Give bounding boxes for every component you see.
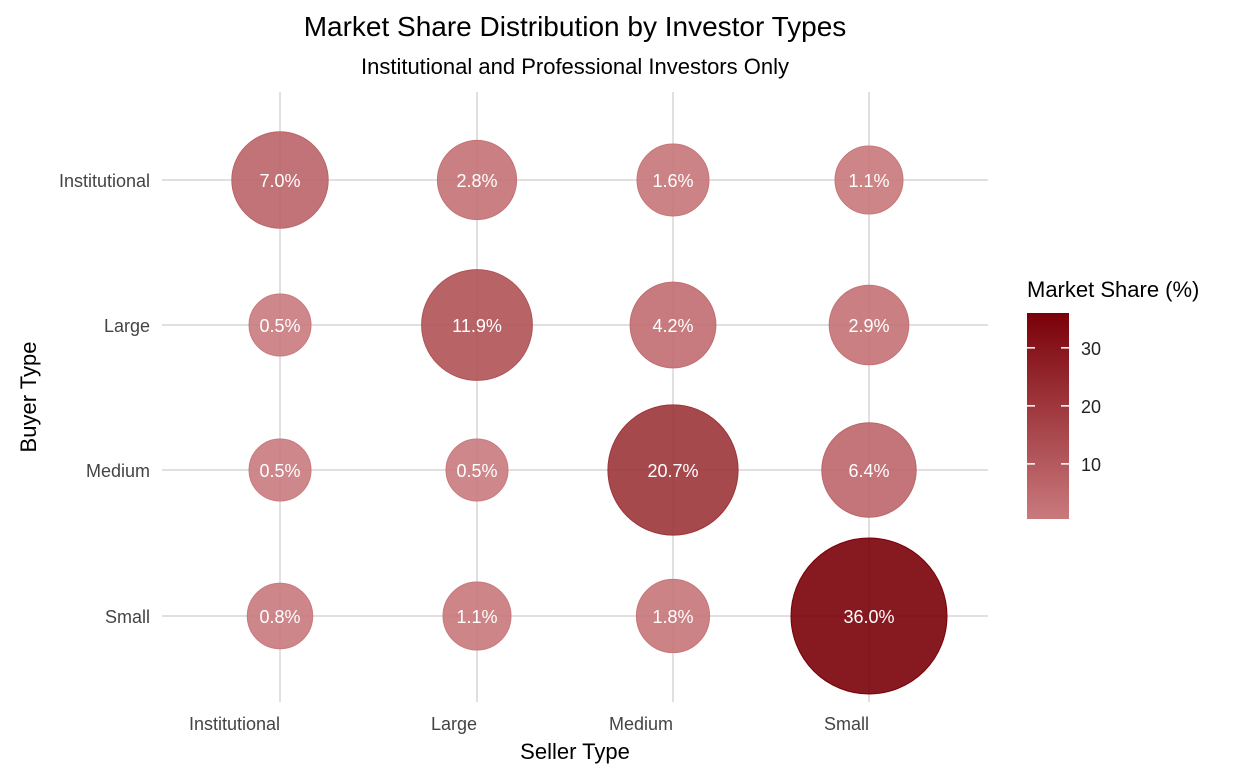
- chart-subtitle: Institutional and Professional Investors…: [361, 54, 789, 79]
- y-tick-label: Medium: [86, 461, 150, 481]
- x-axis-label: Seller Type: [520, 739, 630, 764]
- chart-title: Market Share Distribution by Investor Ty…: [304, 11, 847, 42]
- bubble: [834, 145, 904, 215]
- bubble-label: 7.0%: [259, 171, 300, 191]
- x-tick-label: Institutional: [189, 714, 280, 734]
- bubble-label: 2.9%: [848, 316, 889, 336]
- legend-ticks: 10 20 30: [1027, 339, 1101, 475]
- bubble-label: 0.5%: [456, 461, 497, 481]
- bubble: [636, 143, 710, 217]
- legend-colorbar: [1027, 313, 1069, 519]
- bubble-label: 20.7%: [647, 461, 698, 481]
- legend-tick-label: 30: [1081, 339, 1101, 359]
- y-tick-labels: Institutional Large Medium Small: [59, 171, 150, 627]
- bubble-label: 0.8%: [259, 607, 300, 627]
- y-tick-label: Small: [105, 607, 150, 627]
- bubble: [248, 438, 312, 502]
- bubble: [607, 404, 739, 536]
- bubble: [828, 284, 910, 366]
- bubble-label: 0.5%: [259, 316, 300, 336]
- legend-tick-label: 20: [1081, 397, 1101, 417]
- x-tick-label: Medium: [609, 714, 673, 734]
- bubble-labels: 7.0% 2.8% 1.6% 1.1% 0.5% 11.9% 4.2% 2.9% 0.5% 0.5…: [259, 171, 894, 627]
- bubbles: [231, 131, 948, 695]
- bubble-label: 36.0%: [843, 607, 894, 627]
- y-tick-label: Large: [104, 316, 150, 336]
- x-tick-label: Large: [431, 714, 477, 734]
- y-axis-label: Buyer Type: [16, 342, 41, 453]
- bubble-label: 1.8%: [652, 607, 693, 627]
- bubble: [231, 131, 329, 229]
- bubble: [635, 578, 711, 654]
- bubble: [246, 582, 314, 650]
- bubble: [421, 269, 533, 381]
- x-tick-labels: Institutional Large Medium Small: [189, 714, 869, 734]
- bubble: [248, 293, 312, 357]
- y-tick-label: Institutional: [59, 171, 150, 191]
- bubble: [629, 281, 717, 369]
- legend-tick-label: 10: [1081, 455, 1101, 475]
- legend-title: Market Share (%): [1027, 277, 1199, 302]
- bubble-label: 0.5%: [259, 461, 300, 481]
- legend: Market Share (%) 10 20 30: [1027, 277, 1199, 519]
- bubble-label: 4.2%: [652, 316, 693, 336]
- bubble: [445, 438, 509, 502]
- bubble-label: 11.9%: [452, 316, 502, 336]
- bubble-label: 1.1%: [456, 607, 497, 627]
- bubble-label: 6.4%: [848, 461, 889, 481]
- bubble: [790, 537, 948, 695]
- bubble: [436, 139, 518, 221]
- bubble-label: 2.8%: [456, 171, 497, 191]
- x-tick-label: Small: [824, 714, 869, 734]
- bubble: [821, 422, 917, 518]
- bubble-label: 1.1%: [848, 171, 889, 191]
- bubble: [442, 581, 512, 651]
- bubble-label: 1.6%: [652, 171, 693, 191]
